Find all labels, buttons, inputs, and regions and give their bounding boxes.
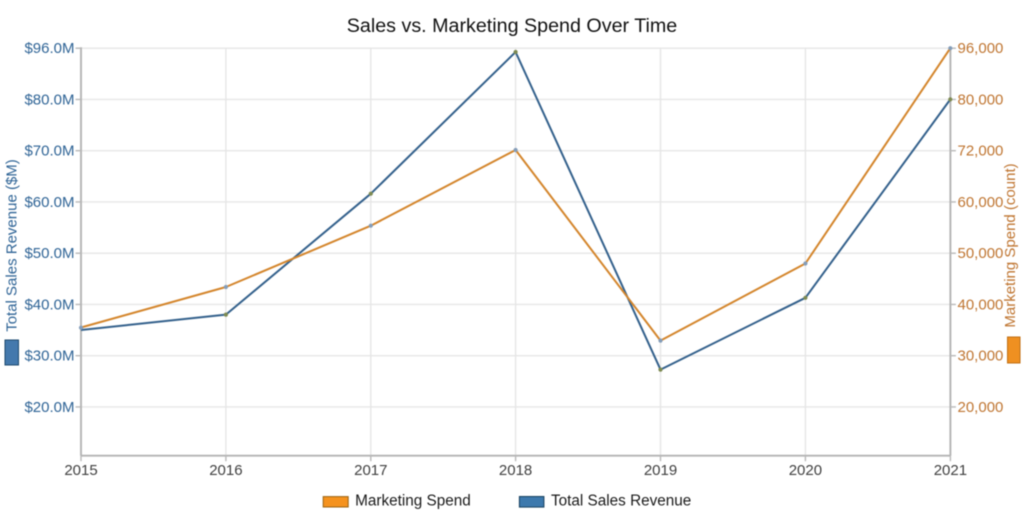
svg-text:2016: 2016 (209, 462, 242, 479)
svg-text:$50.0M: $50.0M (24, 245, 74, 262)
svg-text:2018: 2018 (499, 462, 532, 479)
svg-text:2017: 2017 (354, 462, 387, 479)
svg-text:30,000: 30,000 (958, 348, 1004, 365)
svg-text:2021: 2021 (934, 462, 967, 479)
svg-text:20,000: 20,000 (958, 399, 1004, 416)
svg-text:60,000: 60,000 (958, 194, 1004, 211)
svg-text:$20.0M: $20.0M (24, 399, 74, 416)
svg-text:72,000: 72,000 (958, 143, 1004, 160)
svg-text:50,000: 50,000 (958, 245, 1004, 262)
svg-text:Marketing Spend (count): Marketing Spend (count) (1002, 163, 1019, 327)
svg-text:$70.0M: $70.0M (24, 143, 74, 160)
svg-text:$30.0M: $30.0M (24, 348, 74, 365)
svg-text:$40.0M: $40.0M (24, 296, 74, 313)
svg-text:2019: 2019 (644, 462, 677, 479)
svg-text:96,000: 96,000 (958, 40, 1004, 57)
svg-text:Marketing Spend: Marketing Spend (355, 493, 471, 510)
svg-text:$96.0M: $96.0M (24, 40, 74, 57)
svg-text:40,000: 40,000 (958, 296, 1004, 313)
svg-text:Total Sales Revenue ($M): Total Sales Revenue ($M) (4, 159, 21, 332)
svg-text:Total Sales Revenue: Total Sales Revenue (551, 493, 691, 510)
svg-text:2020: 2020 (789, 462, 822, 479)
svg-text:Sales vs. Marketing Spend Over: Sales vs. Marketing Spend Over Time (347, 15, 677, 37)
svg-text:2015: 2015 (64, 462, 97, 479)
svg-text:$80.0M: $80.0M (24, 91, 74, 108)
svg-text:$60.0M: $60.0M (24, 194, 74, 211)
svg-text:80,000: 80,000 (958, 91, 1004, 108)
